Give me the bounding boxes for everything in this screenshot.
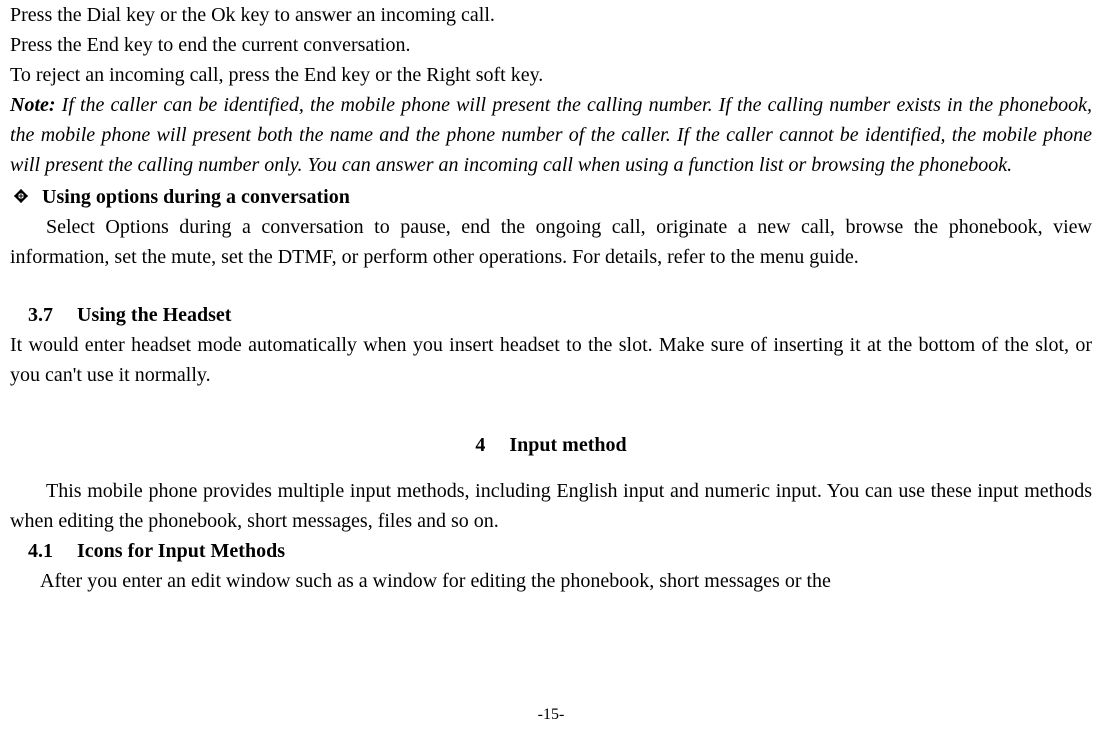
section-4-1-body: After you enter an edit window such as a… bbox=[10, 566, 1092, 596]
section-4-1-number: 4.1 bbox=[28, 536, 53, 566]
note-text: If the caller can be identified, the mob… bbox=[10, 94, 1092, 176]
paragraph-dial-key: Press the Dial key or the Ok key to answ… bbox=[10, 0, 1092, 30]
chapter-4-number: 4 bbox=[475, 430, 485, 460]
note-paragraph: Note: If the caller can be identified, t… bbox=[10, 90, 1092, 180]
bullet-heading-text: Using options during a conversation bbox=[42, 182, 350, 212]
paragraph-reject-call: To reject an incoming call, press the En… bbox=[10, 60, 1092, 90]
diamond-bullet-icon bbox=[12, 189, 30, 203]
bullet-body-paragraph: Select Options during a conversation to … bbox=[10, 212, 1092, 272]
paragraph-end-key: Press the End key to end the current con… bbox=[10, 30, 1092, 60]
section-3-7-body: It would enter headset mode automaticall… bbox=[10, 330, 1092, 390]
section-3-7-heading: 3.7 Using the Headset bbox=[28, 300, 1092, 330]
bullet-heading-row: Using options during a conversation bbox=[10, 182, 1092, 212]
section-3-7-title: Using the Headset bbox=[77, 304, 231, 326]
chapter-4-title: Input method bbox=[509, 434, 626, 456]
chapter-4-heading: 4 Input method bbox=[10, 430, 1092, 460]
chapter-4-intro: This mobile phone provides multiple inpu… bbox=[10, 476, 1092, 536]
section-4-1-heading: 4.1 Icons for Input Methods bbox=[28, 536, 1092, 566]
section-4-1-title: Icons for Input Methods bbox=[77, 540, 285, 562]
section-3-7-number: 3.7 bbox=[28, 300, 53, 330]
note-label: Note: bbox=[10, 94, 56, 116]
page-number: -15- bbox=[10, 703, 1092, 727]
